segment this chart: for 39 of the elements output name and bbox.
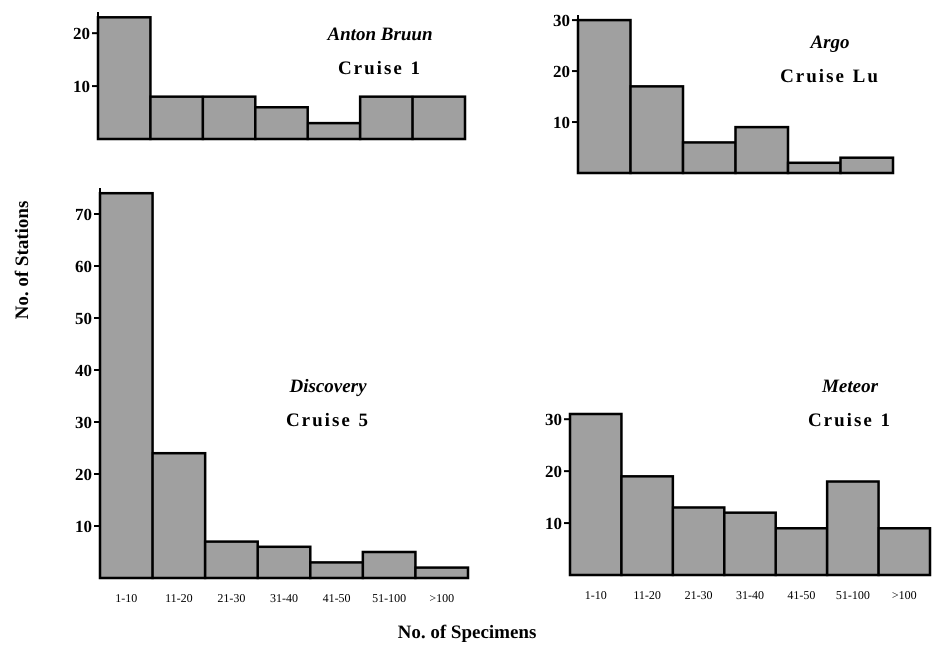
x-tick-label: 31-40 [270, 591, 298, 605]
text: Anton Bruun [326, 24, 433, 45]
y-tick-label: 30 [553, 11, 570, 30]
y-tick-label: 20 [553, 62, 570, 82]
x-axis-title: No. of Specimens [398, 622, 536, 643]
y-tick-label: 20 [545, 462, 562, 482]
x-tick-label: 11-20 [165, 591, 193, 605]
x-tick-label: 21-30 [684, 588, 713, 602]
y-tick-label: 30 [545, 410, 562, 430]
x-tick-label: 51-100 [836, 588, 870, 602]
y-tick-label: 60 [75, 256, 92, 276]
y-tick-label: 10 [553, 112, 570, 132]
text: Argo [809, 32, 850, 53]
y-tick-label: 30 [75, 412, 92, 432]
text: Cruise Lu [780, 66, 880, 87]
x-tick-label: 31-40 [736, 588, 764, 602]
chart-title: Meteor [821, 376, 879, 397]
x-tick-label: 1-10 [584, 588, 607, 602]
x-tick-label: 11-20 [633, 588, 661, 602]
text: Cruise 1 [338, 58, 422, 79]
y-tick-label: 10 [75, 516, 92, 536]
y-tick-label: 40 [75, 360, 92, 380]
y-tick-label: 50 [75, 308, 92, 328]
y-axis-title: No. of Stations [12, 200, 33, 320]
x-tick-label: >100 [429, 591, 454, 605]
y-tick-label: 10 [73, 77, 90, 96]
y-tick-label: 20 [73, 24, 90, 44]
y-tick-label: 70 [75, 204, 92, 224]
x-tick-label: 1-10 [115, 591, 138, 605]
y-tick-label: 20 [75, 464, 92, 484]
text: Cruise 5 [286, 410, 370, 431]
x-tick-label: 21-30 [217, 591, 246, 605]
x-tick-label: 51-100 [372, 591, 406, 605]
y-tick-label: 10 [545, 514, 562, 534]
text: Discovery [288, 376, 368, 397]
x-tick-label: 41-50 [787, 588, 816, 602]
x-tick-label: >100 [892, 588, 917, 602]
chart-subtitle: Cruise 1 [808, 410, 892, 431]
x-tick-label: 41-50 [322, 591, 351, 605]
